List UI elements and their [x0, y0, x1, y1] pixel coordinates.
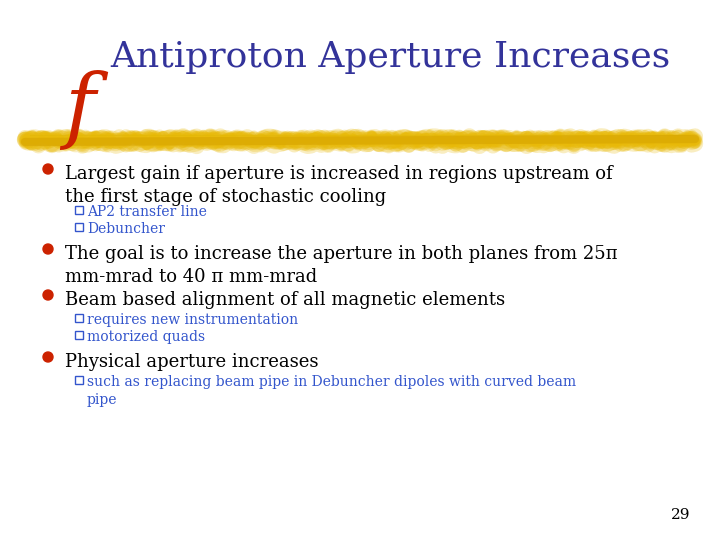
Text: such as replacing beam pipe in Debuncher dipoles with curved beam
pipe: such as replacing beam pipe in Debuncher… — [87, 375, 576, 407]
Bar — [75, 223, 83, 231]
Bar — [75, 331, 83, 339]
Bar — [75, 314, 83, 322]
Text: Debuncher: Debuncher — [87, 222, 165, 236]
Text: Physical aperture increases: Physical aperture increases — [65, 353, 318, 371]
Text: AP2 transfer line: AP2 transfer line — [87, 205, 207, 219]
Text: 29: 29 — [670, 508, 690, 522]
Text: Antiproton Aperture Increases: Antiproton Aperture Increases — [110, 40, 670, 74]
Text: f: f — [65, 70, 96, 150]
Circle shape — [43, 352, 53, 362]
Circle shape — [43, 244, 53, 254]
Text: motorized quads: motorized quads — [87, 330, 205, 344]
Circle shape — [43, 164, 53, 174]
Text: Beam based alignment of all magnetic elements: Beam based alignment of all magnetic ele… — [65, 291, 505, 309]
Text: requires new instrumentation: requires new instrumentation — [87, 313, 298, 327]
Text: Largest gain if aperture is increased in regions upstream of
the first stage of : Largest gain if aperture is increased in… — [65, 165, 613, 206]
Text: The goal is to increase the aperture in both planes from 25π
mm-mrad to 40 π mm-: The goal is to increase the aperture in … — [65, 245, 618, 286]
Bar — [75, 376, 83, 384]
Bar — [75, 206, 83, 214]
Circle shape — [43, 290, 53, 300]
